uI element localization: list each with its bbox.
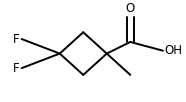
Text: O: O — [126, 2, 135, 15]
Text: F: F — [13, 62, 20, 75]
Text: F: F — [13, 33, 20, 46]
Text: OH: OH — [165, 44, 183, 57]
